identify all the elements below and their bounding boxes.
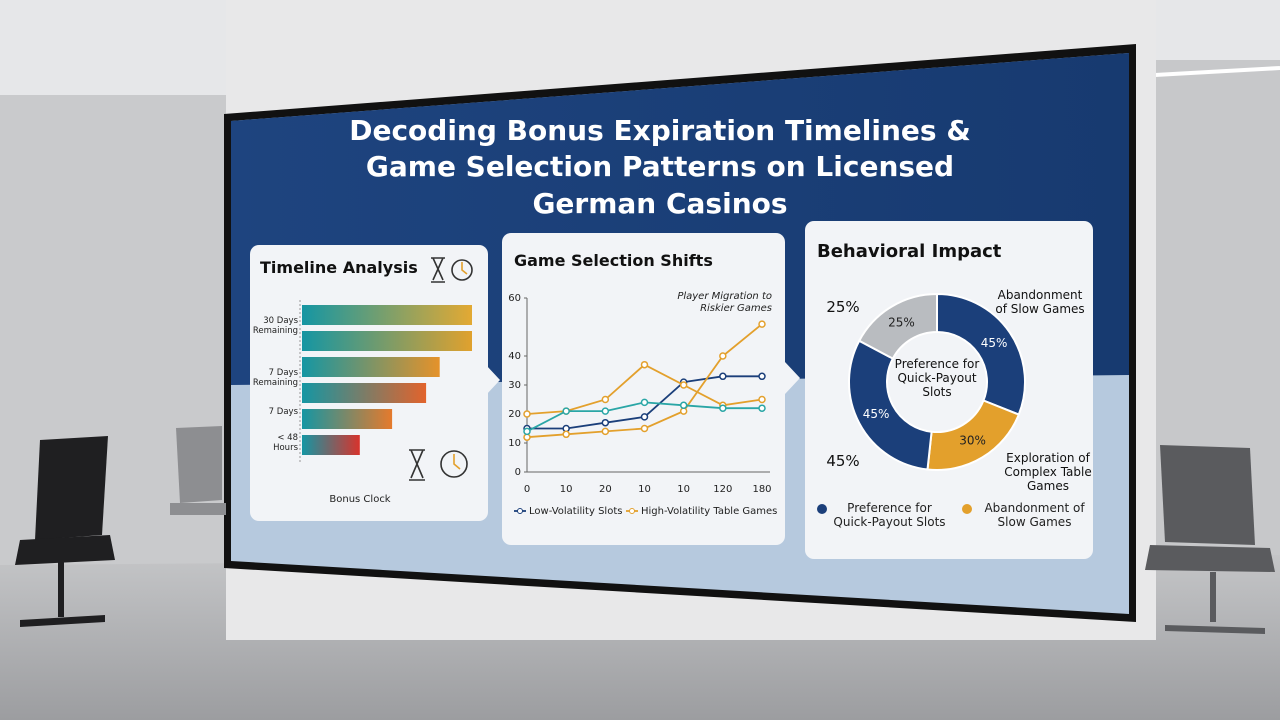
ceiling-light [1154, 66, 1280, 77]
slice-label: 30% [959, 434, 986, 448]
y-tick-label: 30 [508, 380, 521, 391]
data-point [758, 395, 766, 404]
x-axis-label: Bonus Clock [329, 494, 391, 505]
panel-arrow [785, 362, 800, 394]
chair-right [1145, 445, 1275, 634]
chair-stem [1210, 572, 1216, 622]
y-tick-label: 40 [508, 351, 521, 362]
chair-back [1160, 445, 1255, 545]
chair-back [35, 436, 108, 540]
y-tick-label: 7 Days Remaining [252, 368, 298, 388]
hourglass-icon [409, 257, 473, 481]
bar [302, 409, 393, 429]
panel [502, 233, 785, 545]
y-tick-label: 7 Days [268, 407, 298, 417]
hourglass [409, 449, 425, 481]
legend-swatch [517, 508, 523, 514]
x-tick-label: 20 [599, 484, 612, 495]
data-point [758, 404, 766, 412]
chart-title: Timeline Analysis [260, 258, 418, 277]
x-tick-label: 10 [560, 484, 573, 495]
data-point [679, 381, 688, 389]
data-point [758, 320, 766, 328]
legend-label: Abandonment of Slow Games [984, 501, 1085, 529]
chair-seat [170, 503, 226, 515]
y-tick-label: 60 [508, 293, 521, 304]
stopwatch [440, 450, 468, 478]
annotation: Player Migration to Riskier Games [677, 291, 772, 314]
x-tick-label: 10 [677, 484, 690, 495]
legend-label: Low-Volatility Slots [529, 506, 622, 517]
chair-base [1165, 625, 1265, 634]
stopwatch-hand [461, 262, 468, 275]
chair-back [176, 426, 222, 503]
stopwatch-hand [453, 454, 461, 470]
x-tick-label: 180 [752, 484, 771, 495]
legend-label: Preference for Quick-Payout Slots [833, 501, 946, 529]
pie-slice [857, 292, 938, 360]
data-point [601, 395, 610, 404]
bar [302, 305, 472, 325]
panel-arrow [486, 365, 500, 395]
pie-slice [936, 292, 1026, 416]
data-point [562, 407, 570, 415]
x-tick-label: 120 [713, 484, 732, 495]
main-title: Decoding Bonus Expiration Timelines & Ga… [349, 114, 971, 220]
legend-swatch [962, 504, 972, 514]
x-tick-label: 10 [638, 484, 651, 495]
data-point [640, 424, 649, 433]
slice-label: 45% [981, 336, 1008, 350]
y-tick-label: < 48 Hours [273, 433, 298, 453]
y-tick-label: 20 [508, 409, 521, 420]
data-point [523, 427, 531, 436]
hourglass [431, 257, 445, 283]
data-point [601, 407, 610, 415]
legend-swatch [817, 504, 827, 514]
chair-base [20, 615, 105, 627]
annotation: 25% [826, 298, 860, 316]
data-point [719, 404, 727, 412]
data-point [562, 430, 570, 439]
bar [302, 357, 440, 377]
x-tick-label: 0 [524, 484, 530, 495]
legend-label: High-Volatility Table Games [641, 506, 777, 517]
bar [302, 383, 427, 403]
slice-label: 25% [888, 315, 915, 329]
stopwatch [451, 259, 473, 281]
data-point [719, 372, 727, 381]
chair-left [15, 436, 115, 627]
center-label: Preference for Quick-Payout Slots [894, 357, 980, 399]
bar [302, 331, 472, 351]
data-point [601, 427, 610, 436]
chair-seat [1145, 545, 1275, 572]
y-tick-label: 0 [515, 467, 521, 478]
chair-seat [15, 535, 115, 565]
data-point [640, 413, 649, 421]
annotation: Exploration of Complex Table Games [1004, 451, 1092, 493]
y-tick-label: 30 Days Remaining [252, 316, 298, 336]
chair-stem [58, 562, 64, 617]
annotation: 45% [826, 452, 860, 470]
data-point [523, 410, 531, 418]
data-point [758, 372, 766, 381]
y-tick-label: 10 [508, 438, 521, 449]
chart-title: Game Selection Shifts [514, 251, 713, 270]
slice-label: 45% [863, 407, 890, 421]
data-point [679, 401, 688, 410]
annotation: Abandonment of Slow Games [995, 288, 1085, 316]
data-point [640, 398, 649, 407]
data-point [601, 418, 610, 427]
chart-title: Behavioral Impact [817, 241, 1002, 262]
pie-slice [848, 339, 933, 471]
chair-back-left [170, 426, 226, 515]
legend-swatch [629, 508, 635, 514]
data-point [640, 360, 649, 369]
bar [302, 435, 360, 455]
panel [805, 221, 1093, 559]
data-point [719, 352, 727, 360]
